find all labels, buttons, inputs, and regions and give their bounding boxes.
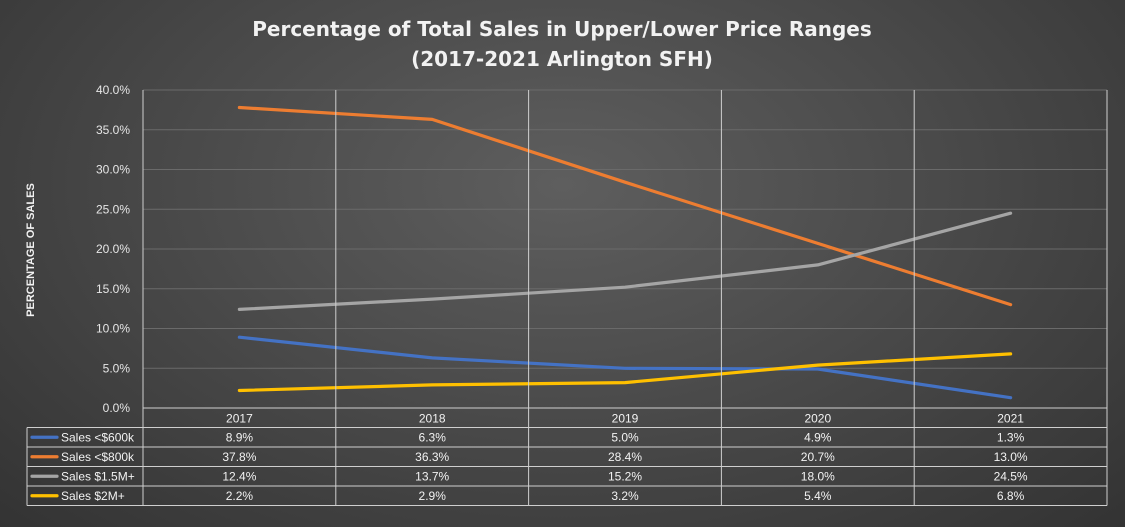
data-label: 12.4% [222,469,256,483]
data-table: 2017 2018 2019 2020 2021 Sales <$600k 8.9% 6.3%… [26,90,1108,506]
y-tick-label: 20.0% [96,242,130,256]
legend-label: Sales <$600k [61,430,135,444]
y-tick-label: 25.0% [96,202,130,216]
data-label: 13.0% [994,450,1028,464]
legend-label: Sales $2M+ [61,489,125,503]
data-label: 24.5% [994,469,1028,483]
data-label: 5.0% [611,430,639,444]
y-axis-ticks: 0.0% 5.0% 10.0% 15.0% 20.0% 25.0% 30.0% 35.0% 40… [96,83,130,415]
x-tick-label: 2020 [804,412,831,426]
y-tick-label: 30.0% [96,163,130,177]
data-label: 6.3% [419,430,447,444]
data-label: 37.8% [222,450,256,464]
data-label: 4.9% [804,430,832,444]
legend-label: Sales <$800k [61,450,135,464]
y-tick-label: 35.0% [96,123,130,137]
chart-title: Percentage of Total Sales in Upper/Lower… [252,17,872,41]
data-label: 5.4% [804,489,832,503]
series-line-1 [237,105,1013,307]
y-tick-label: 0.0% [103,401,131,415]
chart-subtitle: (2017-2021 Arlington SFH) [411,47,713,71]
series-line-2 [237,211,1013,311]
y-tick-label: 40.0% [96,83,130,97]
y-tick-label: 15.0% [96,282,130,296]
y-tick-label: 10.0% [96,322,130,336]
data-label: 20.7% [801,450,835,464]
series-lines [237,105,1013,400]
series-line-0 [237,335,1013,400]
data-label: 8.9% [226,430,254,444]
data-label: 2.9% [419,489,447,503]
x-tick-label: 2021 [997,412,1024,426]
data-label: 18.0% [801,469,835,483]
data-label: 3.2% [611,489,639,503]
data-label: 1.3% [997,430,1025,444]
x-tick-label: 2019 [612,412,639,426]
data-label: 13.7% [415,469,449,483]
x-tick-label: 2018 [419,412,446,426]
y-axis-label: PERCENTAGE OF SALES [25,183,37,317]
data-label: 6.8% [997,489,1025,503]
data-label: 15.2% [608,469,642,483]
gridlines [143,89,1107,369]
data-label: 28.4% [608,450,642,464]
data-label: 2.2% [226,489,254,503]
data-label: 36.3% [415,450,449,464]
x-tick-label: 2017 [226,412,253,426]
y-tick-label: 5.0% [103,361,131,375]
legend-label: Sales $1.5M+ [61,469,135,483]
series-line-3 [237,352,1013,393]
